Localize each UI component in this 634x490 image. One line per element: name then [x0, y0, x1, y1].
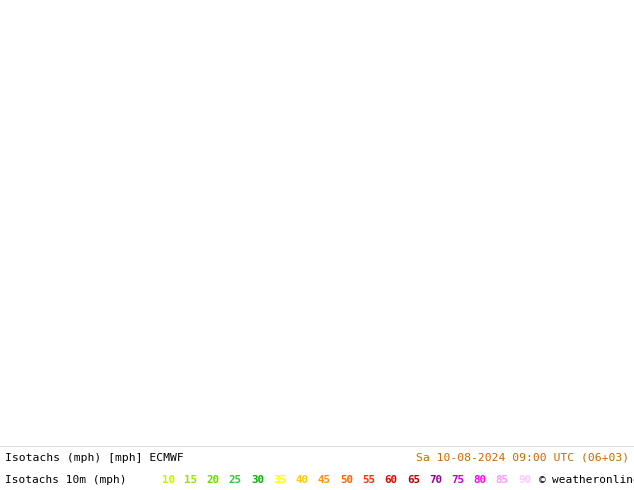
Text: weatheronline.co.uk: weatheronline.co.uk [552, 475, 634, 485]
Text: 60: 60 [384, 475, 398, 485]
Text: 15: 15 [184, 475, 197, 485]
Text: 10: 10 [162, 475, 175, 485]
Text: ©: © [539, 475, 546, 485]
Text: 70: 70 [429, 475, 442, 485]
Text: 30: 30 [251, 475, 264, 485]
Text: Isotachs (mph) [mph] ECMWF: Isotachs (mph) [mph] ECMWF [5, 453, 184, 463]
Text: 80: 80 [474, 475, 486, 485]
Text: 55: 55 [362, 475, 375, 485]
Text: 35: 35 [273, 475, 286, 485]
Text: 20: 20 [207, 475, 219, 485]
Text: 25: 25 [229, 475, 242, 485]
Text: 65: 65 [407, 475, 420, 485]
Text: 85: 85 [496, 475, 509, 485]
Text: 75: 75 [451, 475, 464, 485]
Text: 45: 45 [318, 475, 331, 485]
Text: 40: 40 [295, 475, 309, 485]
Text: Sa 10-08-2024 09:00 UTC (06+03): Sa 10-08-2024 09:00 UTC (06+03) [416, 453, 629, 463]
Text: 90: 90 [518, 475, 531, 485]
Text: Isotachs 10m (mph): Isotachs 10m (mph) [5, 475, 127, 485]
Text: 50: 50 [340, 475, 353, 485]
